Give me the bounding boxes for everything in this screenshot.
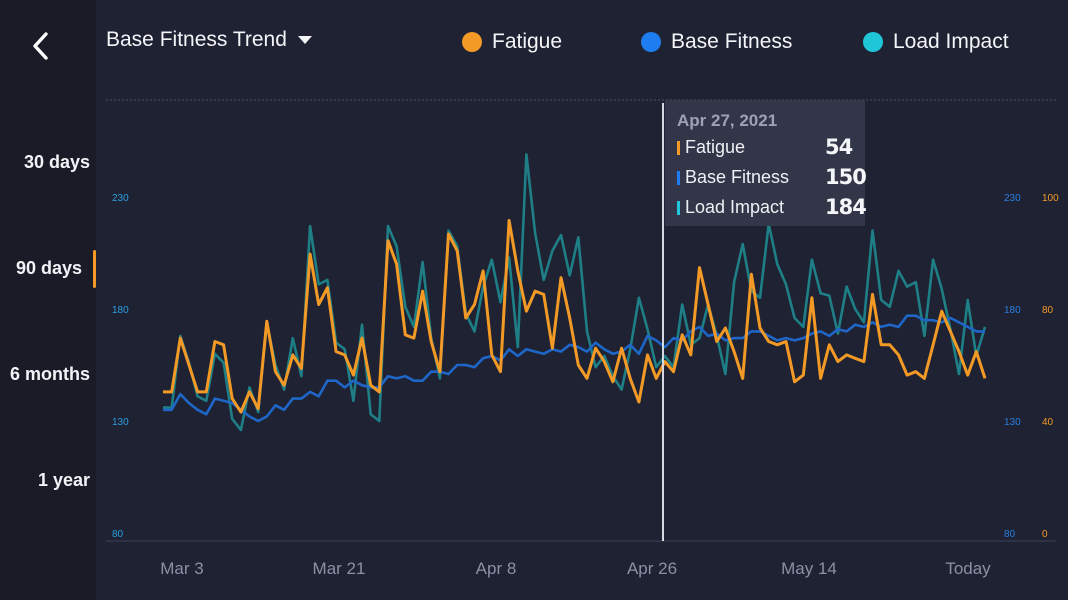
tooltip-base-fitness-value: 150	[825, 165, 867, 189]
range-1-year[interactable]: 1 year	[37, 470, 90, 490]
legend-base-fitness-label: Base Fitness	[671, 30, 793, 53]
legend-fatigue-dot	[462, 32, 482, 52]
x-axis-tick: May 14	[781, 559, 837, 578]
chevron-left-icon	[33, 32, 48, 60]
tooltip-load-impact-value: 184	[825, 195, 867, 219]
right-fatigue-axis-tick: 80	[1042, 305, 1054, 316]
range-30-days[interactable]: 30 days	[23, 152, 90, 172]
series-line-fatigue	[163, 219, 987, 414]
range-6-months[interactable]: 6 months	[9, 364, 90, 384]
legend-base-fitness-dot	[641, 32, 661, 52]
tooltip-base-fitness-marker	[677, 170, 680, 185]
range-selected-indicator	[93, 250, 96, 288]
legend-base-fitness[interactable]: Base Fitness	[641, 30, 792, 54]
tooltip-row-load-impact: Load Impact	[677, 197, 784, 218]
left-axis-tick: 130	[112, 417, 129, 428]
tooltip-base-fitness-label: Base Fitness	[685, 167, 790, 187]
legend-load-impact-label: Load Impact	[893, 30, 1009, 53]
chart-type-dropdown[interactable]: Base Fitness Trend	[106, 28, 313, 52]
legend-fatigue-label: Fatigue	[492, 30, 563, 53]
tooltip-load-impact-marker	[677, 200, 680, 215]
right-fitness-axis-tick: 230	[1004, 193, 1021, 204]
left-axis-tick: 180	[112, 305, 129, 316]
x-axis-tick: Today	[945, 559, 991, 578]
x-axis-tick: Mar 21	[313, 559, 366, 578]
series-line-load-impact	[163, 153, 987, 432]
left-axis-tick: 80	[112, 529, 124, 540]
tooltip-fatigue-value: 54	[825, 135, 853, 159]
tooltip-load-impact-label: Load Impact	[685, 197, 785, 217]
right-fitness-axis-tick: 80	[1004, 529, 1016, 540]
range-90-days[interactable]: 90 days	[15, 258, 82, 278]
tooltip-row-fatigue: Fatigue	[677, 137, 745, 158]
sidebar: 30 days 90 days 6 months 1 year	[0, 0, 96, 600]
tooltip-fatigue-label: Fatigue	[685, 137, 746, 157]
caret-down-icon	[297, 36, 312, 44]
right-fitness-axis-tick: 180	[1004, 305, 1021, 316]
tooltip-date: Apr 27, 2021	[677, 111, 778, 130]
data-tooltip: Apr 27, 2021 Fatigue Base Fitness Load I…	[665, 100, 865, 226]
tooltip-row-base-fitness: Base Fitness	[677, 167, 789, 188]
chart-title: Base Fitness Trend	[106, 28, 287, 51]
legend-fatigue[interactable]: Fatigue	[462, 30, 562, 54]
x-axis-tick: Apr 26	[627, 559, 677, 578]
legend-load-impact[interactable]: Load Impact	[863, 30, 1009, 54]
legend-load-impact-dot	[863, 32, 883, 52]
right-fatigue-axis-tick: 100	[1042, 193, 1059, 204]
series-line-base-fitness	[163, 314, 985, 423]
back-button[interactable]	[22, 28, 58, 64]
right-fatigue-axis-tick: 40	[1042, 417, 1054, 428]
x-axis-tick: Apr 8	[476, 559, 517, 578]
left-axis-tick: 230	[112, 193, 129, 204]
right-fatigue-axis-tick: 0	[1042, 529, 1048, 540]
tooltip-fatigue-marker	[677, 140, 680, 155]
x-axis-tick: Mar 3	[160, 559, 203, 578]
right-fitness-axis-tick: 130	[1004, 417, 1021, 428]
